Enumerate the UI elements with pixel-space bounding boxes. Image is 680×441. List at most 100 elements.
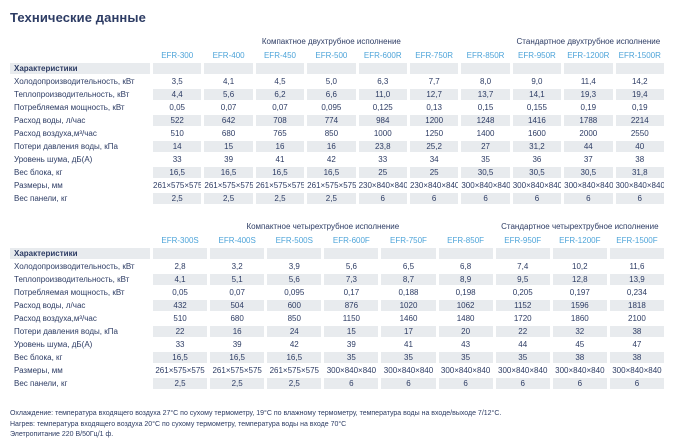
data-cell: 0,19 (631, 103, 648, 112)
model-header: EFR-950F (504, 235, 542, 245)
data-cell: 680 (221, 129, 236, 138)
data-cell: 6 (552, 378, 607, 389)
data-cell: 1720 (513, 314, 532, 323)
section-header-cell (267, 248, 322, 259)
data-cell: 1788 (564, 115, 613, 126)
row-label: Размеры, мм (14, 366, 63, 375)
data-cell: 11,6 (629, 262, 645, 271)
model-header: EFR-1200R (567, 50, 610, 60)
data-cell: 1152 (495, 300, 550, 311)
data-cell: 261×575×575 (204, 181, 253, 190)
data-cell: 8,0 (479, 77, 492, 86)
data-cell: 16,5 (153, 167, 202, 178)
data-cell: 42 (326, 155, 336, 164)
data-cell: 4,1 (223, 77, 235, 86)
data-cell: 14,2 (631, 77, 648, 86)
data-cell: 12,7 (409, 89, 459, 100)
data-cell: 5,6 (267, 274, 322, 285)
data-cell: 1020 (381, 300, 436, 311)
data-cell: 261×575×575 (155, 366, 205, 375)
data-cell: 0,205 (512, 288, 533, 297)
row-label: Потери давления воды, кПа (14, 327, 118, 336)
data-cell: 4,1 (153, 274, 208, 285)
data-cell: 6 (409, 193, 459, 204)
table-row: Потребляемая мощность, кВт 0,05 0,07 0,07 0,… (10, 102, 664, 113)
data-cell: 14,1 (512, 89, 562, 100)
section-header-cell (609, 248, 664, 259)
row-label: Потребляемая мощность, кВт (14, 288, 125, 297)
footnotes: Охлаждение: температура входящего воздух… (10, 409, 670, 441)
data-cell: 45 (575, 340, 585, 349)
model-header: EFR-600R (363, 50, 402, 60)
data-cell: 16,5 (255, 167, 305, 178)
data-cell: 41 (275, 155, 285, 164)
table-row: Холодопроизводительность, кВт 2,8 3,2 3,9 5,… (10, 261, 664, 272)
data-cell: 2214 (615, 115, 664, 126)
table-row: Потребляемая мощность, кВт 0,05 0,07 0,095 0… (10, 287, 664, 298)
data-cell: 300×840×840 (615, 181, 664, 190)
section-header-cell (512, 63, 562, 74)
data-cell: 2550 (630, 129, 649, 138)
data-cell: 19,3 (564, 89, 613, 100)
data-cell: 504 (210, 300, 265, 311)
row-label: Потребляемая мощность, кВт (14, 103, 125, 112)
data-cell: 38 (552, 352, 607, 363)
data-cell: 10,2 (572, 262, 588, 271)
data-cell: 6 (358, 193, 407, 204)
data-cell: 6,5 (402, 262, 415, 271)
data-cell: 1150 (342, 314, 360, 323)
section-header: Характеристики (10, 248, 150, 259)
row-label: Теплопроизводительность, кВт (14, 275, 130, 284)
data-cell: 1416 (512, 115, 562, 126)
group-header-spacer (10, 220, 150, 232)
data-cell: 39 (224, 155, 234, 164)
row-label: Расход воздуха,м³/час (14, 129, 97, 138)
data-cell: 33 (175, 340, 185, 349)
model-header-row: EFR-300 EFR-400 EFR-450 EFR-500 EFR-600R EFR-… (10, 49, 664, 61)
data-cell: 2,5 (255, 193, 305, 204)
data-cell: 38 (609, 352, 664, 363)
data-cell: 30,5 (461, 167, 510, 178)
row-label: Вес блока, кг (14, 353, 63, 362)
table-row: Расход воздуха,м³/час 510 680 850 1150 1460 14… (10, 313, 664, 324)
data-cell: 19,4 (615, 89, 664, 100)
data-cell: 24 (267, 326, 322, 337)
model-header: EFR-600F (332, 235, 370, 245)
data-cell: 0,15 (477, 103, 494, 112)
data-cell: 16,5 (267, 352, 322, 363)
section-header-cell (210, 248, 265, 259)
data-cell: 300×840×840 (326, 366, 377, 375)
model-header: EFR-400S (218, 235, 256, 245)
data-cell: 20 (438, 326, 493, 337)
section-header-cell (153, 63, 202, 74)
model-header-spacer (10, 234, 150, 246)
data-cell: 522 (153, 115, 202, 126)
data-cell: 11,4 (580, 77, 596, 86)
data-cell: 7,7 (428, 77, 440, 86)
data-cell: 16 (255, 141, 305, 152)
data-cell: 0,234 (626, 288, 647, 297)
spec-table: Компактное четырехтрубное исполнение Стан… (7, 218, 667, 391)
data-cell: 6 (564, 193, 613, 204)
table-row: Теплопроизводительность, кВт 4,1 5,1 5,6 7,3… (10, 274, 664, 285)
row-label: Расход воздуха,м³/час (14, 314, 97, 323)
table-row: Потери давления воды, кПа 22 16 24 15 17 20 22 3… (10, 326, 664, 337)
data-cell: 31,2 (512, 141, 562, 152)
data-cell: 300×840×840 (555, 366, 605, 375)
data-cell: 0,197 (569, 288, 590, 297)
data-cell: 15 (204, 141, 253, 152)
table-row: Размеры, мм 261×575×575 261×575×575 261×575… (10, 365, 664, 376)
data-cell: 15 (324, 326, 379, 337)
data-cell: 984 (358, 115, 407, 126)
data-cell: 39 (232, 340, 242, 349)
data-cell: 261×575×575 (212, 366, 262, 375)
table-row: Размеры, мм 261×575×575 261×575×575 261×575… (10, 180, 664, 191)
data-cell: 6 (615, 193, 664, 204)
data-cell: 3,2 (231, 262, 243, 271)
data-cell: 0,05 (172, 288, 188, 297)
model-header: EFR-1200F (559, 235, 601, 245)
group-header: Компактное четырехтрубное исполнение (246, 221, 400, 231)
data-cell: 2100 (628, 314, 646, 323)
data-cell: 0,07 (229, 288, 245, 297)
